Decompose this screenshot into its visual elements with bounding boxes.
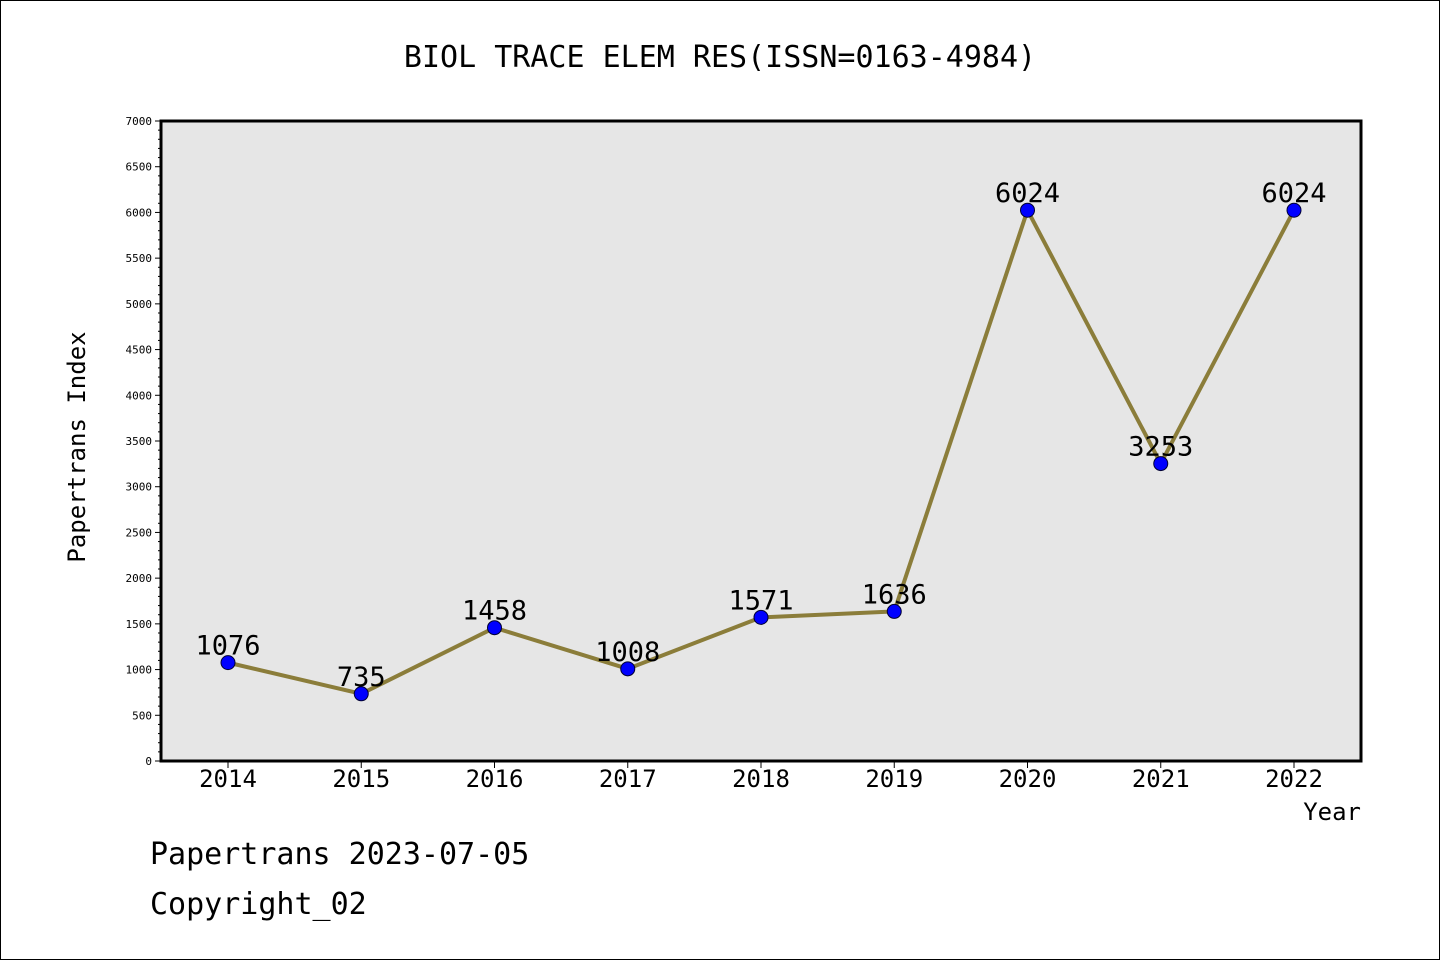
y-tick-label: 4500 bbox=[126, 344, 153, 357]
data-label: 1076 bbox=[195, 631, 260, 662]
x-tick-label: 2022 bbox=[1265, 765, 1323, 793]
y-tick-label: 3000 bbox=[126, 481, 153, 494]
y-tick-label: 1500 bbox=[126, 618, 153, 631]
y-tick-label: 0 bbox=[145, 755, 152, 768]
y-tick-label: 6500 bbox=[126, 161, 153, 174]
y-axis: 0 500 1000 1500 2000 2500 3000 3500 4000 4500 5000… bbox=[126, 115, 161, 768]
x-tick-label: 2019 bbox=[865, 765, 923, 793]
data-point bbox=[620, 661, 636, 677]
x-axis-title: Year bbox=[1303, 798, 1361, 826]
data-point bbox=[487, 620, 502, 636]
x-tick-label: 2014 bbox=[199, 765, 257, 793]
y-tick-label: 6000 bbox=[126, 206, 153, 219]
plot-area bbox=[159, 119, 1363, 763]
data-label: 3253 bbox=[1128, 432, 1193, 463]
data-point bbox=[1286, 202, 1302, 218]
footer-copyright: Copyright_02 bbox=[150, 887, 367, 922]
y-tick-label: 2500 bbox=[126, 526, 153, 539]
y-tick-label: 5500 bbox=[126, 252, 153, 265]
data-point bbox=[753, 609, 769, 625]
data-label: 1458 bbox=[462, 596, 527, 627]
data-label: 1571 bbox=[728, 585, 793, 616]
footer-date: Papertrans 2023-07-05 bbox=[150, 837, 529, 872]
data-label: 6024 bbox=[1261, 178, 1326, 209]
y-tick-label: 5000 bbox=[126, 298, 153, 311]
data-point bbox=[886, 603, 902, 619]
y-tick-label: 4000 bbox=[126, 389, 153, 402]
y-tick-label: 2000 bbox=[126, 572, 153, 585]
data-label: 1008 bbox=[595, 637, 660, 668]
y-tick-label: 3500 bbox=[126, 435, 153, 448]
y-tick-label: 500 bbox=[132, 709, 152, 722]
data-point bbox=[1020, 202, 1035, 218]
x-tick-label: 2018 bbox=[732, 765, 790, 793]
y-tick-label: 7000 bbox=[126, 115, 153, 128]
y-tick-label: 1000 bbox=[126, 664, 153, 677]
chart-title: BIOL TRACE ELEM RES(ISSN=0163-4984) bbox=[404, 40, 1036, 75]
x-tick-label: 2015 bbox=[332, 765, 390, 793]
data-point bbox=[220, 655, 236, 671]
data-labels: 1076 735 1458 1008 1571 1636 6024 3253 6024 bbox=[195, 178, 1326, 693]
x-axis: 2014 2015 2016 2017 2018 2019 2020 2021 2022 bbox=[199, 761, 1323, 793]
data-label: 1636 bbox=[862, 579, 927, 610]
data-point bbox=[353, 686, 369, 702]
y-axis-title: Papertrans Index bbox=[63, 331, 91, 562]
x-tick-label: 2017 bbox=[599, 765, 657, 793]
data-label: 735 bbox=[337, 662, 386, 693]
data-label: 6024 bbox=[995, 178, 1060, 209]
series-layer bbox=[220, 202, 1302, 702]
x-tick-label: 2020 bbox=[999, 765, 1057, 793]
x-tick-label: 2021 bbox=[1132, 765, 1190, 793]
x-tick-label: 2016 bbox=[466, 765, 524, 793]
data-point bbox=[1153, 456, 1169, 472]
